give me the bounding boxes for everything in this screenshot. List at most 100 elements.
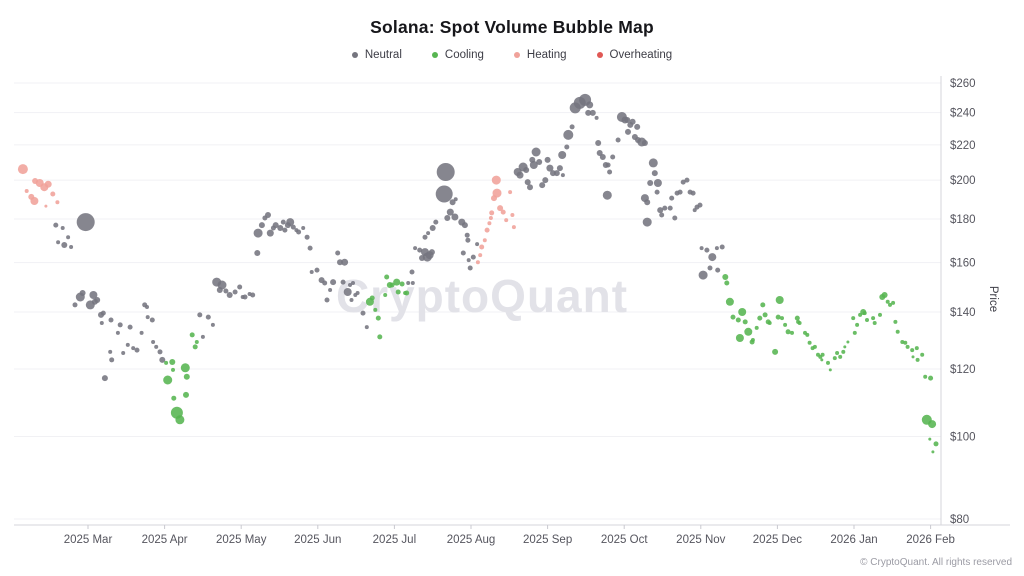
bubble[interactable]: [100, 310, 106, 316]
bubble[interactable]: [200, 334, 205, 339]
bubble[interactable]: [192, 344, 198, 350]
bubble[interactable]: [754, 325, 759, 330]
bubble[interactable]: [903, 340, 908, 345]
bubble[interactable]: [780, 316, 784, 321]
bubble[interactable]: [928, 437, 932, 441]
bubble[interactable]: [599, 154, 606, 160]
bubble[interactable]: [828, 368, 832, 372]
bubble[interactable]: [55, 200, 60, 205]
bubble[interactable]: [865, 318, 869, 322]
bubble[interactable]: [762, 312, 768, 318]
bubble[interactable]: [134, 347, 140, 353]
bubble[interactable]: [433, 219, 439, 225]
bubble[interactable]: [194, 340, 199, 344]
bubble[interactable]: [589, 109, 596, 116]
bubble[interactable]: [171, 395, 177, 401]
bubble[interactable]: [544, 156, 551, 163]
bubble[interactable]: [99, 321, 104, 325]
bubble[interactable]: [399, 281, 405, 287]
bubble[interactable]: [340, 279, 346, 285]
bubble[interactable]: [360, 310, 366, 316]
bubble[interactable]: [862, 311, 867, 316]
bubble[interactable]: [510, 213, 515, 217]
bubble[interactable]: [742, 319, 748, 325]
bubble[interactable]: [841, 349, 846, 354]
bubble[interactable]: [280, 219, 286, 225]
bubble[interactable]: [406, 281, 411, 285]
bubble[interactable]: [30, 197, 39, 205]
bubble[interactable]: [585, 109, 592, 116]
bubble[interactable]: [282, 227, 288, 233]
bubble[interactable]: [878, 312, 882, 317]
bubble[interactable]: [395, 289, 401, 295]
bubble[interactable]: [812, 344, 817, 349]
bubble[interactable]: [304, 234, 310, 240]
bubble[interactable]: [478, 253, 483, 258]
bubble[interactable]: [508, 190, 513, 195]
bubble[interactable]: [56, 240, 61, 245]
bubble[interactable]: [108, 317, 114, 323]
bubble[interactable]: [669, 195, 675, 201]
bubble[interactable]: [464, 232, 470, 238]
bubble[interactable]: [797, 321, 802, 325]
bubble[interactable]: [410, 281, 415, 285]
bubble[interactable]: [641, 140, 648, 146]
bubble[interactable]: [735, 317, 741, 323]
bubble[interactable]: [89, 291, 98, 299]
bubble[interactable]: [375, 315, 381, 321]
bubble[interactable]: [715, 267, 721, 273]
bubble[interactable]: [258, 222, 265, 229]
bubble[interactable]: [355, 291, 360, 295]
bubble[interactable]: [492, 188, 502, 198]
bubble[interactable]: [373, 307, 378, 312]
bubble[interactable]: [197, 312, 203, 318]
bubble[interactable]: [393, 278, 401, 286]
bubble[interactable]: [364, 325, 369, 330]
bubble[interactable]: [435, 185, 453, 203]
bubble[interactable]: [479, 244, 485, 250]
bubble[interactable]: [794, 315, 800, 321]
bubble[interactable]: [885, 299, 890, 304]
bubble[interactable]: [223, 288, 229, 294]
bubble[interactable]: [265, 212, 271, 218]
bubble[interactable]: [426, 231, 431, 236]
bubble[interactable]: [563, 129, 574, 140]
bubble[interactable]: [785, 329, 791, 335]
bubble[interactable]: [851, 316, 856, 321]
bubble[interactable]: [413, 246, 418, 251]
bubble[interactable]: [615, 137, 621, 143]
bubble[interactable]: [594, 115, 599, 120]
bubble[interactable]: [44, 204, 48, 208]
bubble[interactable]: [920, 352, 925, 357]
bubble[interactable]: [923, 374, 928, 379]
bubble[interactable]: [624, 117, 631, 123]
bubble[interactable]: [725, 297, 734, 306]
bubble[interactable]: [832, 356, 837, 361]
bubble[interactable]: [183, 373, 190, 380]
bubble[interactable]: [790, 330, 794, 335]
bubble[interactable]: [151, 340, 156, 344]
bubble[interactable]: [351, 281, 355, 285]
bubble[interactable]: [872, 321, 877, 325]
bubble[interactable]: [341, 258, 349, 266]
bubble[interactable]: [644, 199, 651, 206]
bubble[interactable]: [324, 297, 330, 303]
bubble[interactable]: [491, 175, 501, 185]
bubble[interactable]: [662, 205, 668, 211]
bubble[interactable]: [72, 302, 78, 308]
bubble[interactable]: [484, 227, 490, 233]
bubble[interactable]: [539, 182, 546, 189]
bubble[interactable]: [527, 184, 533, 191]
bubble[interactable]: [497, 205, 504, 212]
bubble[interactable]: [524, 179, 531, 186]
bubble[interactable]: [461, 222, 468, 229]
bubble[interactable]: [309, 270, 314, 274]
bubble[interactable]: [108, 349, 113, 354]
bubble[interactable]: [417, 247, 423, 253]
bubble[interactable]: [164, 360, 169, 365]
bubble[interactable]: [314, 267, 320, 273]
bubble[interactable]: [125, 342, 130, 347]
bubble[interactable]: [428, 249, 435, 256]
bubble[interactable]: [699, 246, 704, 251]
bubble[interactable]: [775, 296, 784, 304]
